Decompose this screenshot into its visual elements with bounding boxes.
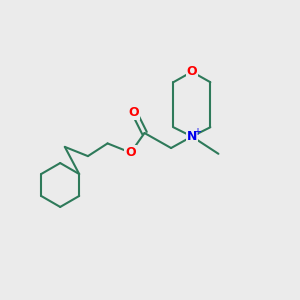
Text: +: + [194,127,201,137]
Text: N: N [187,130,197,143]
Text: O: O [187,65,197,78]
Text: O: O [125,146,136,159]
Text: O: O [129,106,140,119]
